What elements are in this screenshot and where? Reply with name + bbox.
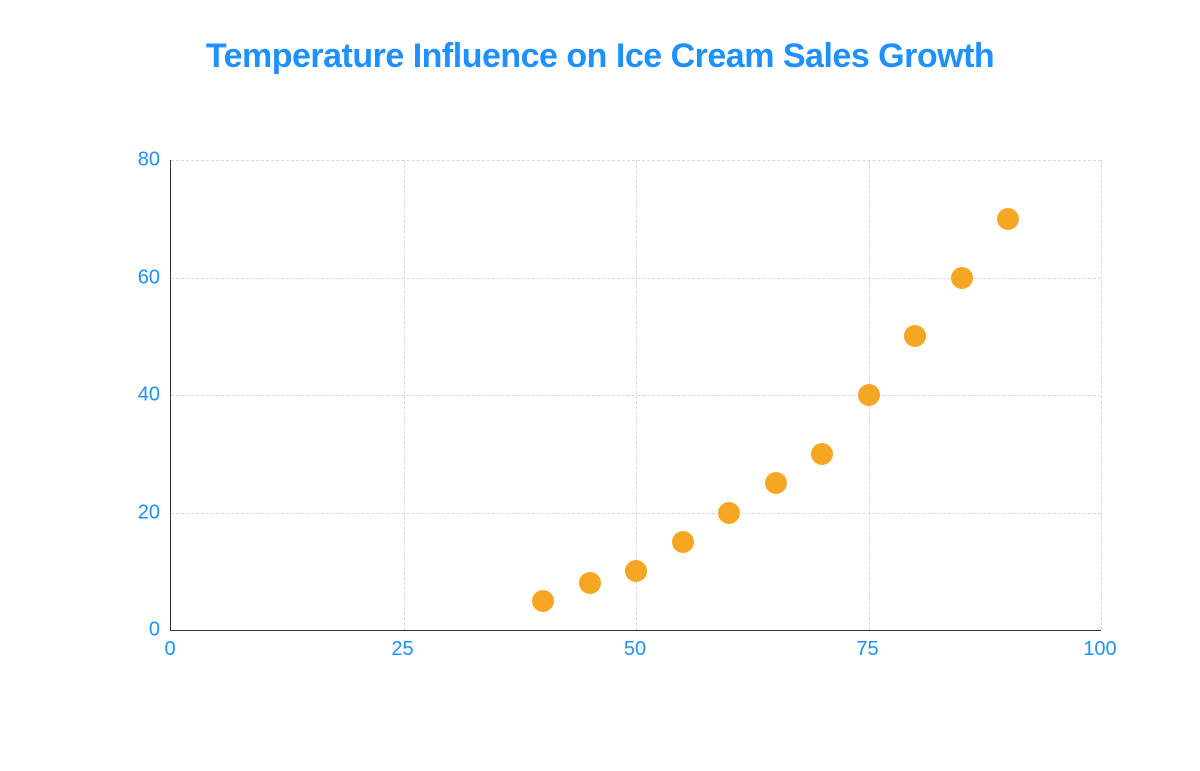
x-tick-label: 100 xyxy=(1083,638,1116,661)
data-point xyxy=(625,560,647,582)
data-point xyxy=(765,472,787,494)
data-point xyxy=(951,267,973,289)
x-tick-label: 50 xyxy=(624,638,646,661)
grid-line-horizontal xyxy=(171,395,1101,396)
data-point xyxy=(858,384,880,406)
chart-container: Temperature Influence on Ice Cream Sales… xyxy=(0,0,1200,771)
chart-title: Temperature Influence on Ice Cream Sales… xyxy=(0,35,1200,78)
x-tick-label: 0 xyxy=(164,638,175,661)
x-tick-label: 25 xyxy=(391,638,413,661)
x-tick-label: 75 xyxy=(856,638,878,661)
plot-area xyxy=(170,160,1101,631)
data-point xyxy=(532,590,554,612)
y-tick-label: 0 xyxy=(149,619,160,642)
data-point xyxy=(579,572,601,594)
y-tick-label: 40 xyxy=(138,384,160,407)
grid-line-horizontal xyxy=(171,160,1101,161)
data-point xyxy=(672,531,694,553)
data-point xyxy=(811,443,833,465)
y-tick-label: 80 xyxy=(138,149,160,172)
grid-line-horizontal xyxy=(171,513,1101,514)
y-tick-label: 20 xyxy=(138,501,160,524)
data-point xyxy=(718,502,740,524)
data-point xyxy=(997,208,1019,230)
y-tick-label: 60 xyxy=(138,266,160,289)
plot-wrap: 0255075100020406080 xyxy=(120,160,1100,680)
data-point xyxy=(904,325,926,347)
grid-line-vertical xyxy=(1101,160,1102,630)
